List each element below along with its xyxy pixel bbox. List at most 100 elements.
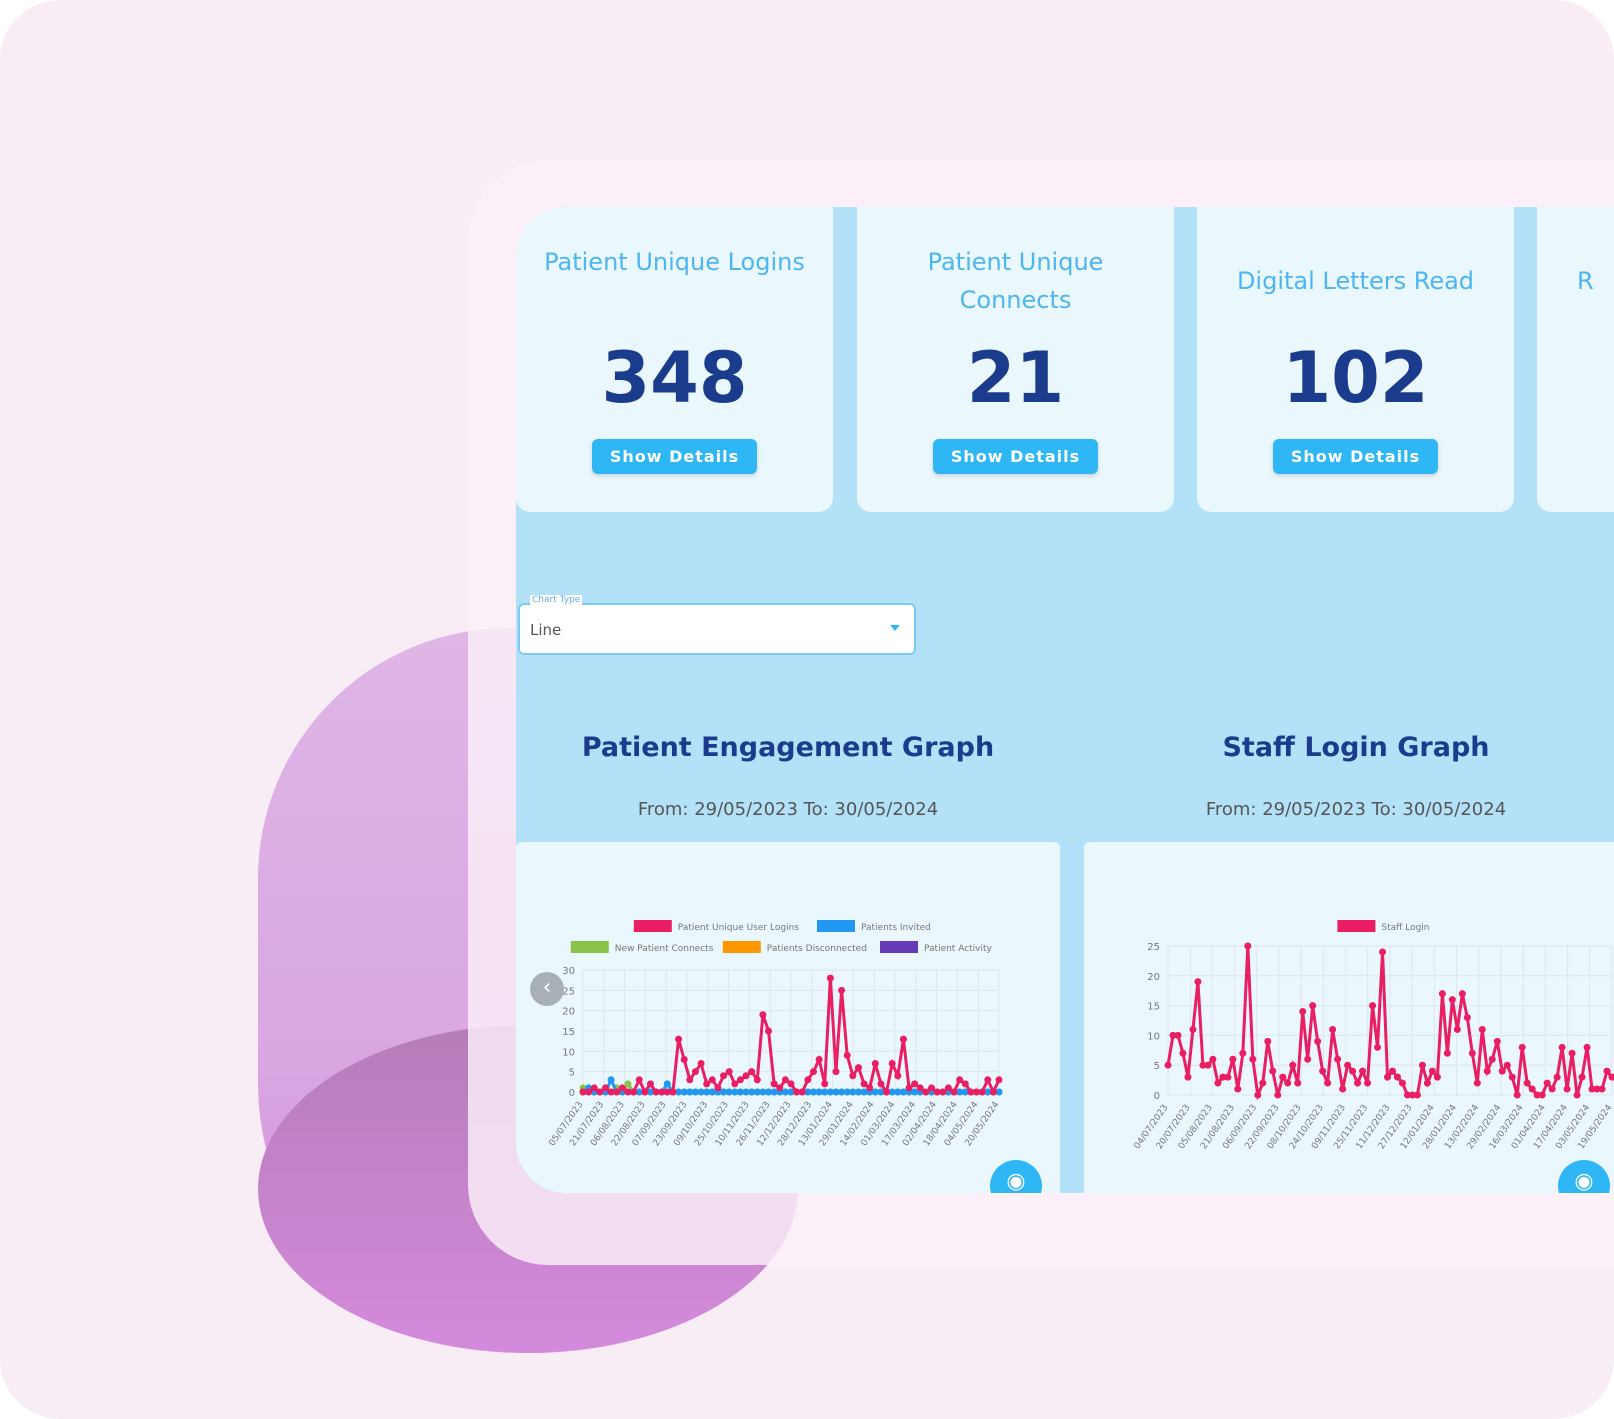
data-point [1518, 1043, 1526, 1051]
data-point [697, 1060, 705, 1068]
data-point [1349, 1067, 1357, 1075]
data-point [984, 1088, 992, 1096]
legend-label: Patient Unique User Logins [678, 923, 799, 933]
data-point [680, 1055, 688, 1063]
data-point [1224, 1073, 1232, 1081]
data-point [652, 1088, 660, 1096]
data-point [832, 1068, 840, 1076]
data-point [1354, 1079, 1362, 1087]
data-point [995, 1076, 1003, 1084]
data-point [1274, 1091, 1282, 1099]
data-point [748, 1088, 756, 1096]
show-details-button[interactable]: Show Details [592, 439, 757, 474]
staff-login-range: From: 29/05/2023 To: 30/05/2024 [1205, 799, 1507, 820]
data-point [1324, 1079, 1332, 1087]
data-point [1463, 1014, 1471, 1022]
data-point [1369, 1002, 1377, 1010]
data-point [635, 1088, 643, 1096]
data-point [1374, 1043, 1382, 1051]
data-point [888, 1088, 896, 1096]
data-point [826, 974, 834, 982]
data-point [928, 1084, 936, 1092]
data-point [860, 1088, 868, 1096]
data-point [1523, 1079, 1531, 1087]
data-point [1319, 1067, 1327, 1075]
data-point [708, 1088, 716, 1096]
data-point [753, 1088, 761, 1096]
data-point [911, 1088, 919, 1096]
y-tick-label: 25 [562, 986, 575, 997]
data-point [641, 1088, 649, 1096]
y-tick-label: 15 [1147, 1002, 1160, 1013]
data-point [646, 1080, 654, 1088]
data-point [877, 1080, 885, 1088]
data-point [809, 1088, 817, 1096]
data-point [759, 1011, 767, 1019]
data-point [669, 1088, 677, 1096]
data-point [1359, 1067, 1367, 1075]
chart-type-value: Line [530, 621, 562, 639]
chevron-down-icon [890, 625, 900, 631]
data-point [781, 1088, 789, 1096]
data-point [1289, 1061, 1297, 1069]
card-title: Patient Unique Connects [927, 248, 1104, 314]
y-tick-label: 5 [1154, 1061, 1160, 1072]
patient-engagement-title: Patient Engagement Graph [581, 732, 995, 763]
data-point [995, 1088, 1003, 1096]
data-point [871, 1088, 879, 1096]
data-point [1259, 1079, 1267, 1087]
data-point [1458, 990, 1466, 998]
legend-swatch [817, 920, 855, 932]
data-point [1423, 1079, 1431, 1087]
data-point [978, 1088, 986, 1096]
data-point [1249, 1055, 1257, 1063]
legend-label: Staff Login [1381, 923, 1429, 933]
data-point [1189, 1025, 1197, 1033]
data-point [1433, 1073, 1441, 1081]
y-tick-label: 20 [562, 1007, 575, 1018]
y-tick-label: 30 [562, 966, 575, 977]
data-point [821, 1088, 829, 1096]
data-point [1179, 1049, 1187, 1057]
chart-type-select[interactable]: Chart Type Line [518, 595, 916, 655]
data-point [1603, 1067, 1611, 1075]
data-point [843, 1051, 851, 1059]
data-point [849, 1072, 857, 1080]
data-point [1418, 1061, 1426, 1069]
data-point [663, 1080, 671, 1088]
data-point [1294, 1079, 1302, 1087]
chevron-left-icon[interactable]: ‹ [530, 972, 564, 1006]
data-point [905, 1084, 913, 1092]
data-point [1214, 1079, 1222, 1087]
data-point [1204, 1061, 1212, 1069]
data-point [1453, 1025, 1461, 1033]
data-point [1593, 1085, 1601, 1093]
data-point [1229, 1055, 1237, 1063]
card-title: R [1577, 267, 1594, 295]
data-point [1384, 1073, 1392, 1081]
show-details-button[interactable]: Show Details [933, 439, 1098, 474]
data-point [1284, 1079, 1292, 1087]
show-details-button[interactable]: Show Details [1273, 439, 1438, 474]
data-point [1393, 1073, 1401, 1081]
y-tick-label: 0 [1154, 1091, 1160, 1102]
data-point [838, 986, 846, 994]
data-point [765, 1088, 773, 1096]
data-point [1408, 1091, 1416, 1099]
data-point [883, 1088, 891, 1096]
data-point [1498, 1067, 1506, 1075]
data-point [703, 1088, 711, 1096]
card-value: 21 [966, 337, 1065, 419]
data-point [832, 1088, 840, 1096]
data-point [680, 1088, 688, 1096]
data-point [1513, 1091, 1521, 1099]
data-point [742, 1088, 750, 1096]
data-point [821, 1080, 829, 1088]
data-point [596, 1088, 604, 1096]
data-point [658, 1088, 666, 1096]
data-point [1493, 1037, 1501, 1045]
data-point [1608, 1073, 1614, 1081]
data-point [854, 1064, 862, 1072]
data-point [1314, 1037, 1322, 1045]
data-point [1174, 1031, 1182, 1039]
